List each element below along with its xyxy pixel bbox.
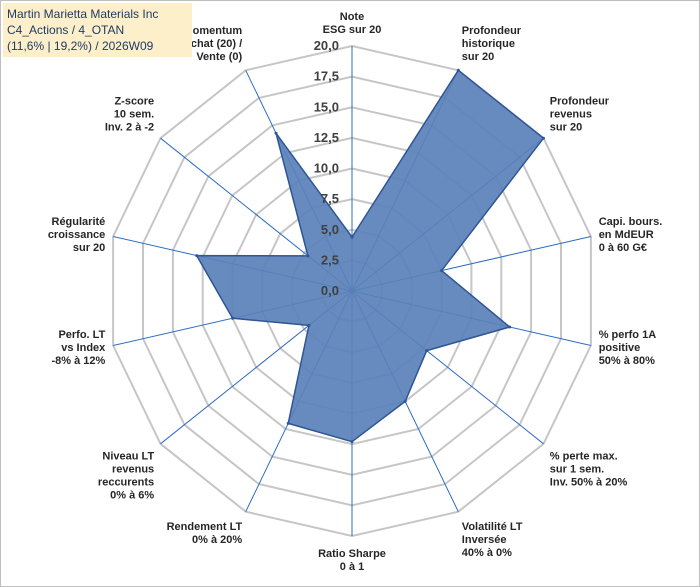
data-point	[307, 323, 311, 327]
series-area	[195, 69, 545, 443]
data-point	[286, 421, 290, 425]
data-point	[403, 399, 407, 403]
title-period: (11,6% | 19,2%) / 2026W09	[7, 39, 154, 53]
axis-label: Rendement LT 0% à 20%	[167, 521, 243, 546]
tick-label: 17,5	[314, 69, 339, 84]
data-point	[274, 131, 278, 135]
title-company: Martin Marietta Materials Inc	[7, 7, 159, 21]
data-point	[231, 316, 235, 320]
axis-label: % perfo 1A positive 50% à 80%	[599, 329, 657, 367]
radar-axis-labels: Note ESG sur 20 Profondeur historique sur 20…	[48, 11, 662, 573]
axis-label: Régularité croissance sur 20	[48, 216, 105, 254]
tick-label: 15,0	[314, 99, 339, 114]
tick-label: 12,5	[314, 130, 339, 145]
data-point	[425, 349, 429, 353]
title-category: C4_Actions / 4_OTAN	[7, 23, 125, 37]
chart-title-box: Martin Marietta Materials Inc C4_Actions…	[3, 3, 192, 57]
axis-label: Niveau LT revenus reccurents 0% à 6%	[98, 451, 155, 502]
data-point	[350, 440, 354, 444]
data-point	[195, 254, 199, 258]
axis-label: % perte max. sur 1 sem. Inv. 50% à 20%	[550, 451, 628, 489]
data-point	[542, 136, 545, 140]
tick-label: 2,5	[321, 252, 339, 267]
axis-label: Profondeur historique sur 20	[462, 25, 522, 63]
axis-label: Ratio Sharpe 0 à 1	[318, 548, 386, 573]
axis-label: Profondeur revenus sur 20	[550, 95, 610, 133]
tick-label: 10,0	[314, 161, 339, 176]
radar-tick-labels: 0,0 2,5 5,0 7,5 10,0 12,5 15,0 17,5 20,0	[314, 38, 339, 298]
tick-label: 0,0	[321, 283, 339, 298]
data-point	[456, 68, 460, 72]
data-point	[440, 269, 444, 273]
tick-label: 20,0	[314, 38, 339, 53]
data-point	[350, 235, 354, 239]
data-point	[508, 325, 512, 329]
axis-label: Note ESG sur 20	[323, 11, 382, 36]
tick-label: 7,5	[321, 191, 339, 206]
axis-label: Volatilité LT Inversée 40% à 0%	[462, 521, 523, 559]
axis-label: Z-score 10 sem. Inv. 2 à -2	[105, 95, 154, 133]
axis-label: Perfo. LT vs Index -8% à 12%	[51, 329, 106, 367]
axis-label: Capi. bours. en MdEUR 0 à 60 G€	[599, 216, 663, 254]
tick-label: 5,0	[321, 222, 339, 237]
radar-series	[195, 68, 545, 444]
data-point	[306, 254, 310, 258]
axis-label: Momentum Achat (20) / Vente (0)	[183, 25, 243, 63]
